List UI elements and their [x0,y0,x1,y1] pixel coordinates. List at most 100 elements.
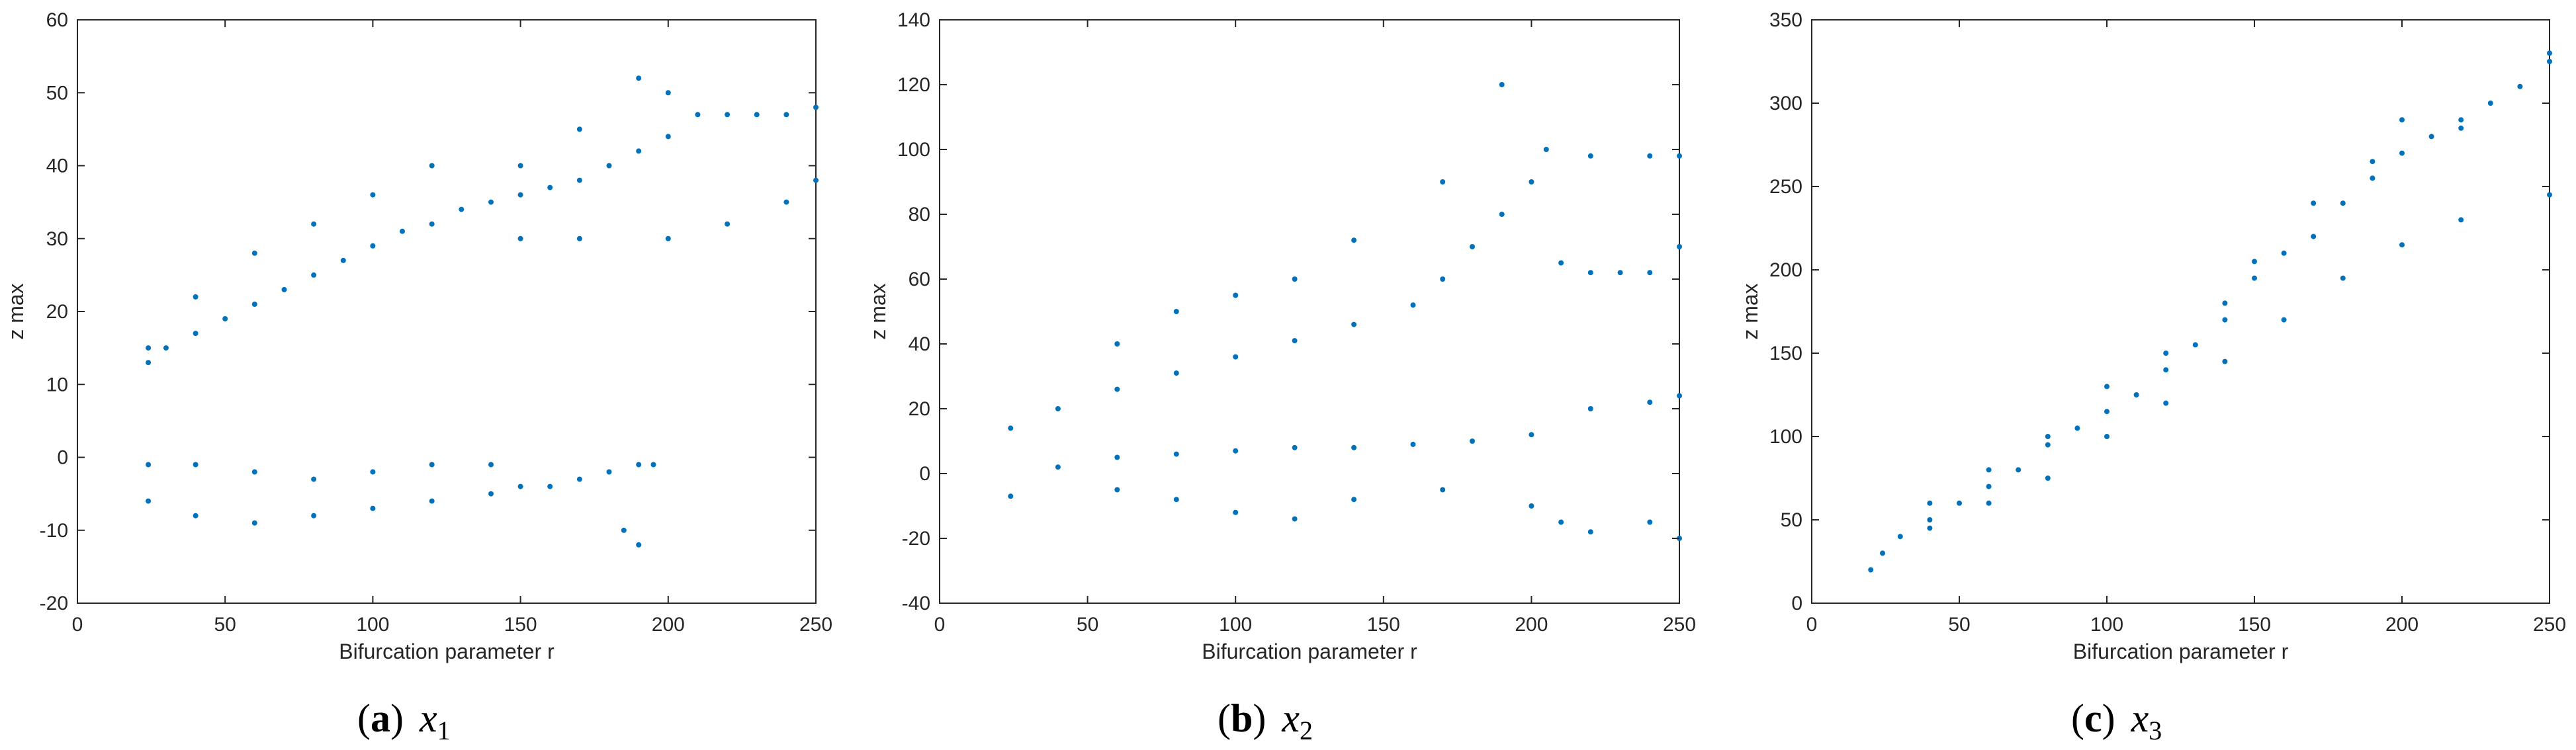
plot-area [939,19,1680,604]
caption-close-paren: ) [1253,696,1266,740]
data-point [1677,244,1682,249]
data-point [2399,117,2405,123]
data-point [576,177,582,183]
y-tick-label: 40 [909,333,930,355]
data-point [429,498,435,504]
data-point [1114,386,1120,392]
data-point [1499,82,1505,87]
data-point [2045,476,2051,481]
caption-letter: c [2084,696,2102,740]
data-point [665,235,671,241]
data-point [1529,503,1534,509]
data-point [1292,338,1298,344]
data-point [146,345,152,351]
data-point [1587,270,1593,276]
data-point [370,243,376,249]
data-point [695,112,701,118]
data-point [488,199,494,205]
data-point [1233,509,1239,515]
data-point [1529,179,1534,185]
y-tick-label: 140 [897,9,930,31]
data-point [606,163,612,169]
data-point [193,331,199,337]
data-point [429,163,435,169]
data-point [1499,212,1505,217]
data-point [251,302,257,307]
data-point [2016,467,2021,473]
data-point [1351,237,1357,243]
data-point [1055,464,1061,470]
data-point [2340,200,2346,206]
data-point [636,462,642,468]
data-point [1957,500,1962,506]
data-point [311,476,317,482]
data-point [1292,444,1298,450]
data-point [2399,242,2405,248]
x-tick-label: 250 [1663,614,1696,636]
y-tick-label: 10 [46,374,68,396]
data-point [2428,134,2434,140]
data-point [2074,425,2080,431]
data-point [2163,367,2169,373]
data-point [813,104,819,110]
data-point [517,192,523,198]
data-point [517,163,523,169]
data-point [2311,200,2317,206]
data-point [636,148,642,154]
x-tick-label: 250 [799,614,832,636]
y-tick-label: 350 [1769,9,1802,31]
caption-open-paren: ( [357,696,371,740]
data-point [1173,370,1179,376]
data-point [1470,244,1475,249]
caption-subscript: 1 [437,716,451,745]
data-point [1292,276,1298,282]
data-point [370,469,376,475]
data-point [754,112,760,118]
x-tick-label: 150 [504,614,537,636]
data-point [2045,442,2051,448]
data-point [429,462,435,468]
data-point [2399,150,2405,156]
plot-area [1811,19,2550,604]
data-point [606,469,612,475]
x-tick-label: 50 [214,614,236,636]
panel-c: 0 50 100 150 200 250 0 50 100 150 200 250 300 350 Bifu… [1738,9,2566,745]
scatter-series [1008,82,1682,541]
data-point [1114,341,1120,347]
data-point [1173,451,1179,457]
y-axis-title: z max [4,283,28,339]
data-point [1677,153,1682,159]
data-point [2487,101,2493,106]
data-point [1558,519,1564,525]
data-point [2104,434,2110,439]
data-point [517,483,523,489]
data-point [1410,302,1416,308]
data-point [665,90,671,96]
data-point [281,286,287,292]
data-point [370,192,376,198]
data-point [2281,317,2287,323]
data-point [2222,317,2228,323]
y-tick-label: 50 [1781,509,1802,531]
data-point [1986,467,1992,473]
data-point [1440,179,1446,185]
data-point [1927,500,1933,506]
data-point [2192,342,2198,348]
data-point [2311,233,2317,239]
data-point [2517,83,2523,89]
data-point [1880,550,1885,556]
data-point [1114,454,1120,460]
x-tick-label: 50 [1948,614,1970,636]
data-point [1233,448,1239,454]
data-point [1677,393,1682,399]
data-point [1173,309,1179,314]
data-point [1647,270,1653,276]
data-point [2370,175,2376,181]
y-tick-label: -20 [40,593,68,614]
data-point [2163,400,2169,406]
x-axis-title: Bifurcation parameter r [1202,640,1417,663]
data-point [1986,500,1992,506]
caption-variable: x [1281,696,1300,740]
data-point [1173,497,1179,503]
